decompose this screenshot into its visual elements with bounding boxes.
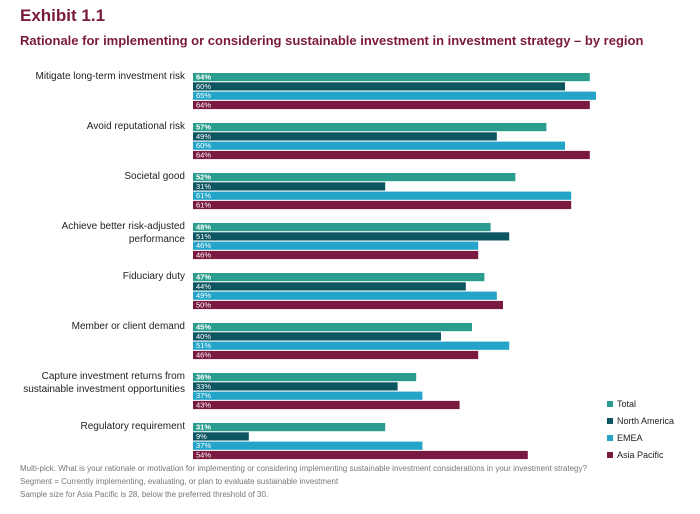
bar-member-or-client-demand-north-america xyxy=(193,332,441,341)
data-label-member-or-client-demand-north-america: 40% xyxy=(196,332,211,341)
legend-label-north-america: North America xyxy=(617,415,675,426)
bar-member-or-client-demand-asia-pacific xyxy=(193,350,479,360)
data-label-fiduciary-duty-north-america: 44% xyxy=(196,282,211,291)
data-label-capture-investment-returns-from-sustainable-investment-opportunities-asia-pacific: 43% xyxy=(196,401,211,410)
data-label-regulatory-requirement-north-america: 9% xyxy=(196,432,207,441)
bar-capture-investment-returns-from-sustainable-investment-opportunities-asia-pacific xyxy=(193,400,460,410)
category-label-achieve-better-risk-adjusted-performance-line2: performance xyxy=(129,234,186,245)
data-label-capture-investment-returns-from-sustainable-investment-opportunities-emea: 37% xyxy=(196,391,211,400)
bar-mitigate-long-term-investment-risk-north-america xyxy=(193,82,565,91)
bar-mitigate-long-term-investment-risk-asia-pacific xyxy=(193,100,590,110)
bar-regulatory-requirement-asia-pacific xyxy=(193,450,528,460)
data-label-regulatory-requirement-emea: 37% xyxy=(196,441,211,450)
bar-mitigate-long-term-investment-risk-total xyxy=(193,73,590,82)
note-sample-size: Sample size for Asia Pacific is 28, belo… xyxy=(20,490,269,499)
data-label-member-or-client-demand-total: 45% xyxy=(196,323,211,332)
bar-member-or-client-demand-emea xyxy=(193,341,510,350)
data-label-fiduciary-duty-total: 47% xyxy=(196,273,211,282)
category-label-fiduciary-duty: Fiduciary duty xyxy=(123,271,185,282)
bar-achieve-better-risk-adjusted-performance-asia-pacific xyxy=(193,250,479,260)
data-label-societal-good-asia-pacific: 61% xyxy=(196,201,211,210)
bar-fiduciary-duty-asia-pacific xyxy=(193,300,503,310)
data-label-achieve-better-risk-adjusted-performance-asia-pacific: 46% xyxy=(196,251,211,260)
legend-item-asia-pacific: Asia Pacific xyxy=(607,446,674,463)
data-label-avoid-reputational-risk-asia-pacific: 64% xyxy=(196,151,211,160)
chart-title: Rationale for implementing or considerin… xyxy=(20,33,644,48)
legend-label-asia-pacific: Asia Pacific xyxy=(617,449,664,460)
bar-fiduciary-duty-total xyxy=(193,273,485,282)
data-label-societal-good-emea: 61% xyxy=(196,191,211,200)
category-label-mitigate-long-term-investment-risk: Mitigate long-term investment risk xyxy=(36,71,186,82)
bar-avoid-reputational-risk-north-america xyxy=(193,132,497,141)
data-label-mitigate-long-term-investment-risk-emea: 65% xyxy=(196,91,211,100)
chart-notes: Multi-pick. What is your rationale or mo… xyxy=(20,462,587,501)
data-label-fiduciary-duty-emea: 49% xyxy=(196,291,211,300)
bar-regulatory-requirement-north-america xyxy=(193,432,249,441)
bar-societal-good-emea xyxy=(193,191,572,200)
category-label-achieve-better-risk-adjusted-performance-line1: Achieve better risk-adjusted xyxy=(62,221,185,232)
bar-societal-good-north-america xyxy=(193,182,386,191)
bar-fiduciary-duty-north-america xyxy=(193,282,466,291)
category-label-avoid-reputational-risk: Avoid reputational risk xyxy=(87,121,186,132)
legend-item-emea: EMEA xyxy=(607,429,674,446)
legend-label-emea: EMEA xyxy=(617,432,643,443)
bar-mitigate-long-term-investment-risk-emea xyxy=(193,91,596,100)
note-segment: Segment = Currently implementing, evalua… xyxy=(20,477,339,486)
bar-member-or-client-demand-total xyxy=(193,323,472,332)
bar-capture-investment-returns-from-sustainable-investment-opportunities-total xyxy=(193,373,417,382)
chart-legend: Total North America EMEA Asia Pacific xyxy=(607,395,674,463)
bar-achieve-better-risk-adjusted-performance-north-america xyxy=(193,232,510,241)
bar-regulatory-requirement-emea xyxy=(193,441,423,450)
bar-fiduciary-duty-emea xyxy=(193,291,497,300)
legend-label-total: Total xyxy=(617,398,637,409)
data-label-avoid-reputational-risk-north-america: 49% xyxy=(196,132,211,141)
bar-regulatory-requirement-total xyxy=(193,423,386,432)
data-label-regulatory-requirement-asia-pacific: 54% xyxy=(196,451,211,460)
data-label-achieve-better-risk-adjusted-performance-north-america: 51% xyxy=(196,232,211,241)
category-label-societal-good: Societal good xyxy=(124,171,185,182)
data-label-mitigate-long-term-investment-risk-total: 64% xyxy=(196,73,211,82)
bar-achieve-better-risk-adjusted-performance-total xyxy=(193,223,491,232)
legend-swatch-north-america xyxy=(607,417,613,424)
data-label-mitigate-long-term-investment-risk-asia-pacific: 64% xyxy=(196,101,211,110)
bar-achieve-better-risk-adjusted-performance-emea xyxy=(193,241,479,250)
bar-capture-investment-returns-from-sustainable-investment-opportunities-emea xyxy=(193,391,423,400)
note-question: Multi-pick. What is your rationale or mo… xyxy=(20,464,587,473)
data-label-achieve-better-risk-adjusted-performance-emea: 46% xyxy=(196,241,211,250)
bar-avoid-reputational-risk-total xyxy=(193,123,547,132)
data-label-avoid-reputational-risk-emea: 60% xyxy=(196,141,211,150)
legend-item-total: Total xyxy=(607,395,674,412)
legend-swatch-total xyxy=(607,400,613,407)
data-label-capture-investment-returns-from-sustainable-investment-opportunities-total: 36% xyxy=(196,373,211,382)
data-label-avoid-reputational-risk-total: 57% xyxy=(196,123,211,132)
bar-societal-good-total xyxy=(193,173,516,182)
bar-avoid-reputational-risk-emea xyxy=(193,141,565,150)
bar-societal-good-asia-pacific xyxy=(193,200,572,210)
bar-capture-investment-returns-from-sustainable-investment-opportunities-north-america xyxy=(193,382,398,391)
legend-item-north-america: North America xyxy=(607,412,674,429)
data-label-fiduciary-duty-asia-pacific: 50% xyxy=(196,301,211,310)
category-label-member-or-client-demand: Member or client demand xyxy=(72,321,185,332)
exhibit-number: Exhibit 1.1 xyxy=(20,6,106,25)
category-label-regulatory-requirement: Regulatory requirement xyxy=(81,421,186,432)
data-label-regulatory-requirement-total: 31% xyxy=(196,423,211,432)
data-label-member-or-client-demand-asia-pacific: 46% xyxy=(196,351,211,360)
data-label-member-or-client-demand-emea: 51% xyxy=(196,341,211,350)
data-label-achieve-better-risk-adjusted-performance-total: 48% xyxy=(196,223,211,232)
category-label-capture-investment-returns-from-sustainable-investment-opportunities-line2: sustainable investment opportunities xyxy=(23,384,185,395)
legend-swatch-asia-pacific xyxy=(607,451,613,458)
category-label-capture-investment-returns-from-sustainable-investment-opportunities-line1: Capture investment returns from xyxy=(42,371,185,382)
data-label-societal-good-north-america: 31% xyxy=(196,182,211,191)
data-label-societal-good-total: 52% xyxy=(196,173,211,182)
bar-avoid-reputational-risk-asia-pacific xyxy=(193,150,590,160)
legend-swatch-emea xyxy=(607,434,613,441)
data-label-capture-investment-returns-from-sustainable-investment-opportunities-north-america: 33% xyxy=(196,382,211,391)
data-label-mitigate-long-term-investment-risk-north-america: 60% xyxy=(196,82,211,91)
